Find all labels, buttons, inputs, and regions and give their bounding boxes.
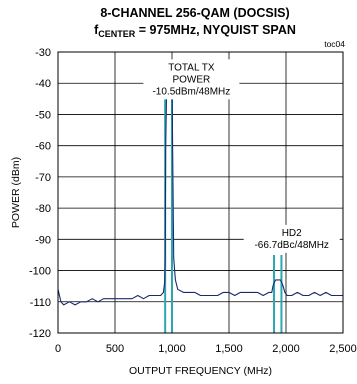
x-tick-label: 2,000 (272, 343, 300, 355)
x-tick-label: 1,500 (215, 343, 243, 355)
chart-title-line-1: 8-CHANNEL 256-QAM (DOCSIS) (100, 6, 289, 20)
annotation-line: -10.5dBm/48MHz (152, 86, 230, 97)
title-f: f (94, 23, 99, 37)
spectrum-trace (57, 70, 343, 306)
chart-title-line-2: fCENTER = 975MHz, NYQUIST SPAN (94, 23, 296, 39)
x-tick-label: 2,500 (329, 343, 357, 355)
y-tick-label: -40 (35, 78, 51, 90)
y-tick-label: -80 (35, 203, 51, 215)
annotation-line: HD2 (282, 228, 302, 239)
annotation-line: TOTAL TX (168, 62, 215, 73)
chart-tag: toc04 (324, 39, 345, 49)
y-tick-label: -110 (30, 297, 51, 309)
title-suffix: = 975MHz, NYQUIST SPAN (135, 23, 296, 37)
annotation-line: POWER (172, 74, 210, 85)
markers (164, 67, 283, 333)
y-axis-label: POWER (dBm) (10, 157, 22, 228)
y-tick-label: -70 (35, 172, 51, 184)
title-subscript: CENTER (98, 29, 136, 39)
x-tick-label: 1,000 (158, 343, 186, 355)
x-axis-label: OUTPUT FREQUENCY (MHz) (129, 365, 272, 377)
y-tick-label: -120 (29, 328, 51, 340)
y-tick-label: -60 (35, 141, 51, 153)
annotation-background (243, 224, 340, 253)
y-tick-label: -30 (35, 47, 51, 59)
x-tick-label: 500 (106, 343, 124, 355)
y-tick-label: -90 (35, 234, 51, 246)
annotation-line: -66.7dBc/48MHz (254, 240, 328, 251)
y-tick-label: -50 (35, 109, 51, 121)
y-tick-label: -100 (29, 266, 51, 278)
x-tick-label: 0 (55, 343, 61, 355)
annotation-background (143, 59, 240, 100)
tick-labels: 0 500 1,000 1,500 2,000 2,500 -30 -40 -50 -60 -70 -… (29, 47, 357, 355)
plot-frame (57, 51, 344, 334)
